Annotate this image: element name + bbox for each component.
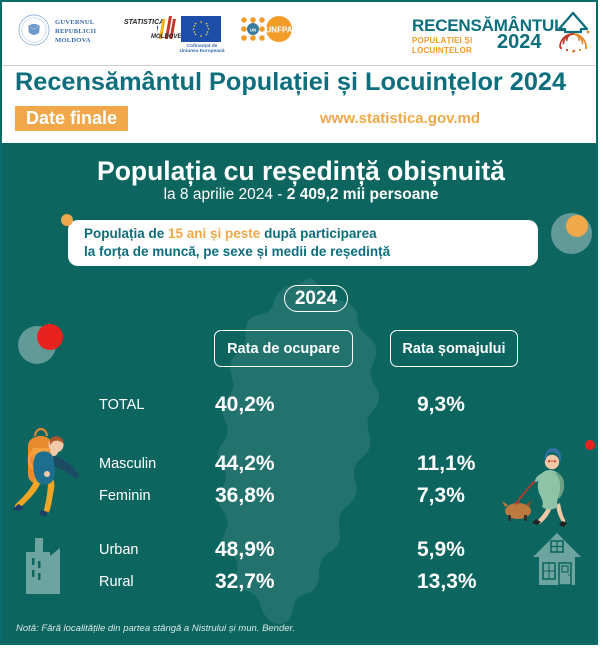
svg-text:UN: UN xyxy=(250,27,256,32)
svg-text:UNFPA: UNFPA xyxy=(266,26,293,35)
